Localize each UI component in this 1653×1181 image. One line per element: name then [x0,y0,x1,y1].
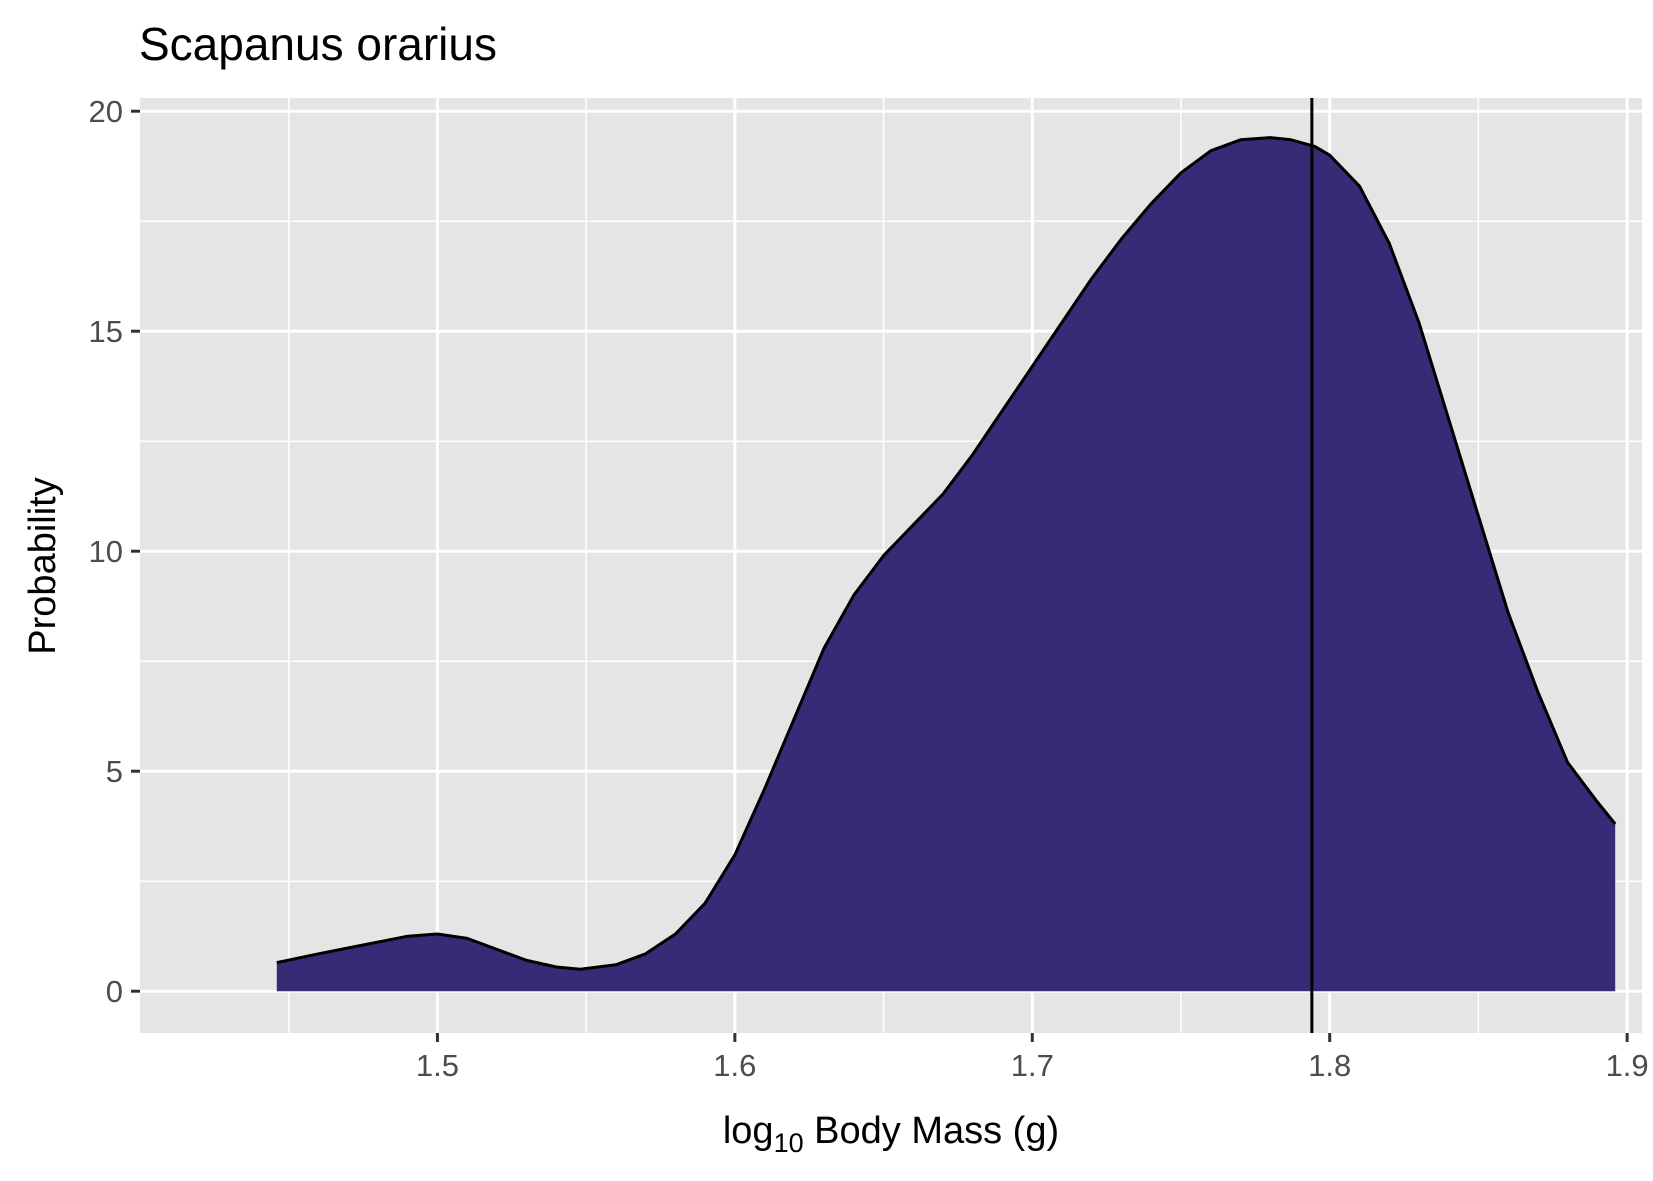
density-area [276,137,1616,992]
density-curve [276,136,1617,971]
x-axis-title-prefix: log [723,1110,774,1152]
y-axis: 0 5 10 15 20 [89,94,140,1009]
y-tick-label: 0 [106,974,123,1009]
x-tick-label: 1.9 [1606,1048,1649,1083]
x-axis-title: log10 Body Mass (g) [723,1110,1059,1158]
chart-title: Scapanus orarius [139,18,497,70]
y-tick-label: 20 [89,94,123,129]
x-axis: 1.5 1.6 1.7 1.8 1.9 [416,1033,1649,1083]
x-tick-label: 1.8 [1308,1048,1351,1083]
x-tick-label: 1.6 [713,1048,756,1083]
y-tick-label: 10 [89,534,123,569]
y-tick-label: 5 [106,754,123,789]
x-axis-title-suffix: Body Mass (g) [804,1110,1060,1152]
x-tick-label: 1.7 [1011,1048,1054,1083]
y-axis-title: Probability [22,477,64,654]
y-tick-label: 15 [89,314,123,349]
x-axis-title-subscript: 10 [774,1128,804,1158]
x-tick-label: 1.5 [416,1048,459,1083]
series-layer [276,136,1617,992]
